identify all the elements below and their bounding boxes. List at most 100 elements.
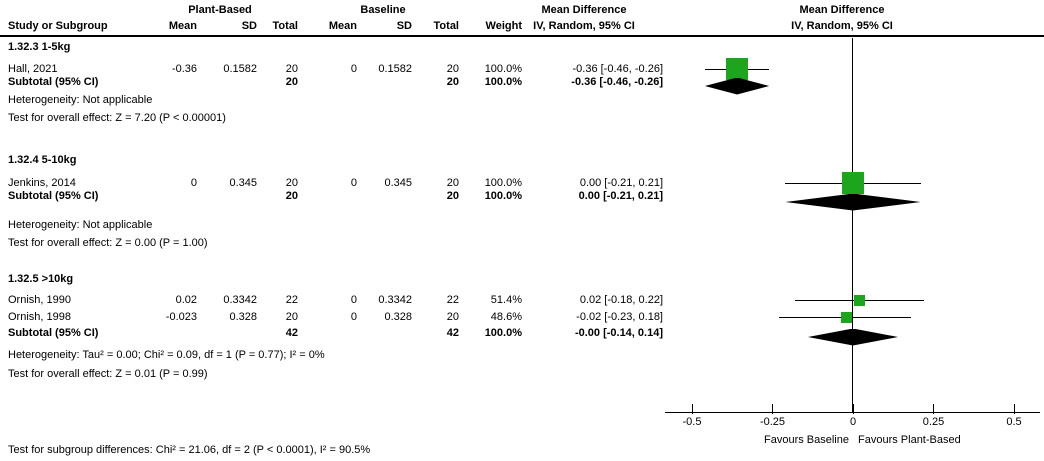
subgroup-differences-text: Test for subgroup differences: Chi² = 21…: [8, 444, 371, 456]
total-baseline: 22: [446, 294, 459, 306]
col-weight: Weight: [485, 20, 522, 32]
subtotal-weight: 100.0%: [484, 76, 522, 88]
mean-plant-based: -0.36: [171, 63, 197, 75]
subtotal-diamond-over-10kg: [807, 328, 899, 346]
column-header-row: Study or Subgroup Mean SD Total Mean SD …: [0, 20, 1044, 33]
ci-text: -0.02 [-0.23, 0.18]: [576, 311, 663, 323]
effect-square: [726, 58, 749, 80]
group-header-plant-based: Plant-Based: [188, 4, 252, 16]
subtotal-total-plant-based: 20: [285, 190, 298, 202]
subtotal-row: Subtotal (95% CI) 20 20 100.0% -0.36 [-0…: [0, 76, 1044, 89]
study-name: Ornish, 1998: [8, 311, 71, 323]
study-row: Ornish, 1998 -0.023 0.328 20 0 0.328 20 …: [0, 311, 1044, 324]
axis-tick-label: 0: [849, 416, 857, 428]
effect-square: [853, 294, 865, 306]
subtotal-ci-text: -0.00 [-0.14, 0.14]: [574, 327, 663, 339]
total-baseline: 20: [446, 311, 459, 323]
subtotal-total-plant-based: 20: [285, 76, 298, 88]
sd-plant-based: 0.3342: [223, 294, 257, 306]
subtotal-ci-text: 0.00 [-0.21, 0.21]: [578, 190, 663, 202]
weight-value: 51.4%: [490, 294, 522, 306]
total-baseline: 20: [446, 63, 459, 75]
axis-tick-label: -0.5: [682, 416, 702, 428]
header-divider-line: [0, 35, 1044, 37]
sd-plant-based: 0.1582: [223, 63, 257, 75]
mean-plant-based: 0: [190, 177, 197, 189]
favours-baseline-label: Favours Baseline: [764, 434, 849, 446]
col-ci-graph: IV, Random, 95% CI: [791, 20, 893, 32]
study-name: Ornish, 1990: [8, 294, 71, 306]
axis-tick: [691, 404, 693, 414]
total-plant-based: 20: [285, 63, 298, 75]
sd-plant-based: 0.345: [229, 177, 257, 189]
subgroup-label: 1.32.3 1-5kg: [8, 41, 71, 53]
col-total-baseline: Total: [433, 20, 459, 32]
axis-tick: [1013, 404, 1015, 414]
weight-value: 48.6%: [490, 311, 522, 323]
study-row: Hall, 2021 -0.36 0.1582 20 0 0.1582 20 1…: [0, 63, 1044, 76]
overall-effect-text: Test for overall effect: Z = 0.01 (P = 0…: [8, 368, 208, 380]
col-mean-plant-based: Mean: [168, 20, 197, 32]
sd-baseline: 0.345: [384, 177, 412, 189]
effect-square: [842, 172, 864, 194]
subtotal-label: Subtotal (95% CI): [8, 190, 99, 202]
heterogeneity-text: Heterogeneity: Tau² = 0.00; Chi² = 0.09,…: [8, 349, 325, 361]
col-study-or-subgroup: Study or Subgroup: [8, 20, 108, 32]
heterogeneity-text: Heterogeneity: Not applicable: [8, 219, 153, 231]
mean-baseline: 0: [350, 311, 357, 323]
subtotal-total-baseline: 20: [446, 190, 459, 202]
heterogeneity-text: Heterogeneity: Not applicable: [8, 94, 153, 106]
effect-square: [841, 311, 853, 323]
study-name: Hall, 2021: [8, 63, 58, 75]
mean-baseline: 0: [350, 294, 357, 306]
overall-effect-text: Test for overall effect: Z = 7.20 (P < 0…: [8, 112, 226, 124]
subtotal-total-baseline: 42: [446, 327, 459, 339]
axis-tick: [933, 404, 934, 414]
subtotal-label: Subtotal (95% CI): [8, 76, 99, 88]
favours-plant-based-label: Favours Plant-Based: [858, 434, 961, 446]
col-sd-baseline: SD: [396, 20, 412, 32]
mean-difference-stats-title: Mean Difference: [541, 4, 627, 16]
study-name: Jenkins, 2014: [8, 177, 76, 189]
subtotal-total-plant-based: 42: [285, 327, 298, 339]
total-plant-based: 20: [285, 311, 298, 323]
subtotal-ci-text: -0.36 [-0.46, -0.26]: [571, 76, 663, 88]
axis-tick-label: -0.25: [759, 416, 786, 428]
axis-tick-label: 0.5: [1006, 416, 1022, 428]
col-sd-plant-based: SD: [241, 20, 257, 32]
mean-baseline: 0: [350, 63, 357, 75]
group-header-baseline: Baseline: [360, 4, 406, 16]
weight-value: 100.0%: [484, 63, 522, 75]
total-plant-based: 22: [285, 294, 298, 306]
sd-baseline: 0.1582: [378, 63, 412, 75]
subtotal-total-baseline: 20: [446, 76, 459, 88]
ci-text: -0.36 [-0.46, -0.26]: [572, 63, 664, 75]
study-row: Jenkins, 2014 0 0.345 20 0 0.345 20 100.…: [0, 177, 1044, 190]
ci-text: 0.02 [-0.18, 0.22]: [579, 294, 663, 306]
mean-plant-based: 0.02: [175, 294, 197, 306]
subtotal-row: Subtotal (95% CI) 20 20 100.0% 0.00 [-0.…: [0, 190, 1044, 203]
subtotal-diamond-5-10kg: [785, 193, 921, 211]
subtotal-row: Subtotal (95% CI) 42 42 100.0% -0.00 [-0…: [0, 327, 1044, 340]
col-ci-stats: IV, Random, 95% CI: [533, 20, 635, 32]
mean-plant-based: -0.023: [165, 311, 197, 323]
subgroup-label: 1.32.4 5-10kg: [8, 154, 77, 166]
zero-effect-line: [852, 38, 853, 413]
ci-text: 0.00 [-0.21, 0.21]: [579, 177, 663, 189]
total-plant-based: 20: [285, 177, 298, 189]
subgroup-label: 1.32.5 >10kg: [8, 273, 74, 285]
subtotal-label: Subtotal (95% CI): [8, 327, 99, 339]
overall-effect-text: Test for overall effect: Z = 0.00 (P = 1…: [8, 237, 208, 249]
subtotal-diamond-1-5kg: [704, 77, 770, 95]
total-baseline: 20: [446, 177, 459, 189]
axis-tick: [772, 404, 773, 414]
sd-baseline: 0.3342: [378, 294, 412, 306]
axis-tick-label: 0.25: [922, 416, 945, 428]
subtotal-weight: 100.0%: [484, 327, 522, 339]
weight-value: 100.0%: [484, 177, 522, 189]
mean-difference-graph-title: Mean Difference: [799, 4, 885, 16]
sd-baseline: 0.328: [384, 311, 412, 323]
col-mean-baseline: Mean: [328, 20, 357, 32]
subtotal-weight: 100.0%: [484, 190, 522, 202]
